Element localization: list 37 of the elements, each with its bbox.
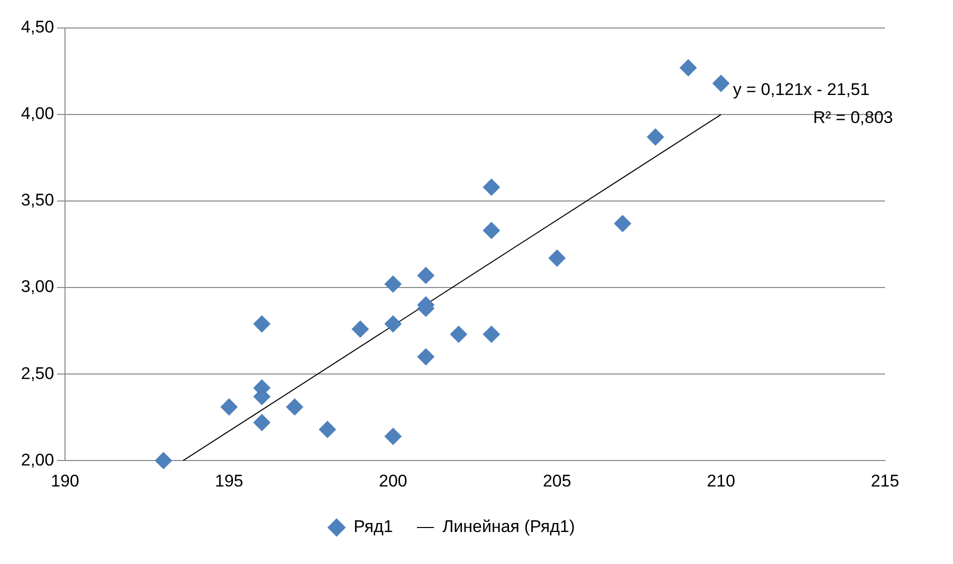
legend-label: Линейная (Ряд1)	[442, 517, 575, 536]
point	[680, 59, 697, 76]
y-tick-label: 3,50	[20, 190, 54, 210]
point	[646, 128, 664, 146]
x-tick-label: 195	[214, 471, 244, 490]
point	[154, 452, 172, 470]
point	[220, 398, 238, 416]
x-tick-label: 200	[378, 471, 408, 490]
point	[286, 398, 304, 416]
point	[417, 266, 434, 284]
point	[384, 428, 402, 445]
point	[384, 276, 402, 293]
point	[548, 250, 566, 267]
legend-label: Ряд1	[354, 517, 393, 536]
point	[318, 420, 336, 438]
annotation: y = 0,121x - 21,51	[733, 80, 870, 100]
point	[450, 326, 468, 343]
x-tick-label: 190	[50, 471, 80, 490]
point	[352, 320, 369, 338]
point	[253, 414, 270, 432]
point	[614, 215, 632, 232]
point	[482, 178, 500, 196]
point	[384, 315, 402, 332]
point	[253, 315, 270, 332]
y-tick-label: 2,00	[20, 450, 54, 470]
point	[712, 74, 730, 92]
x-tick-label: 215	[870, 471, 900, 490]
point	[482, 222, 500, 239]
annotation: R² = 0,803	[813, 108, 893, 128]
x-tick-label: 205	[542, 471, 572, 490]
point	[417, 348, 434, 366]
point	[482, 326, 500, 343]
y-tick-label: 3,00	[20, 277, 54, 296]
y-tick-label: 4,00	[20, 104, 54, 124]
y-tick-label: 4,50	[20, 18, 54, 37]
x-tick-label: 210	[706, 471, 736, 490]
y-tick-label: 2,50	[20, 364, 54, 383]
